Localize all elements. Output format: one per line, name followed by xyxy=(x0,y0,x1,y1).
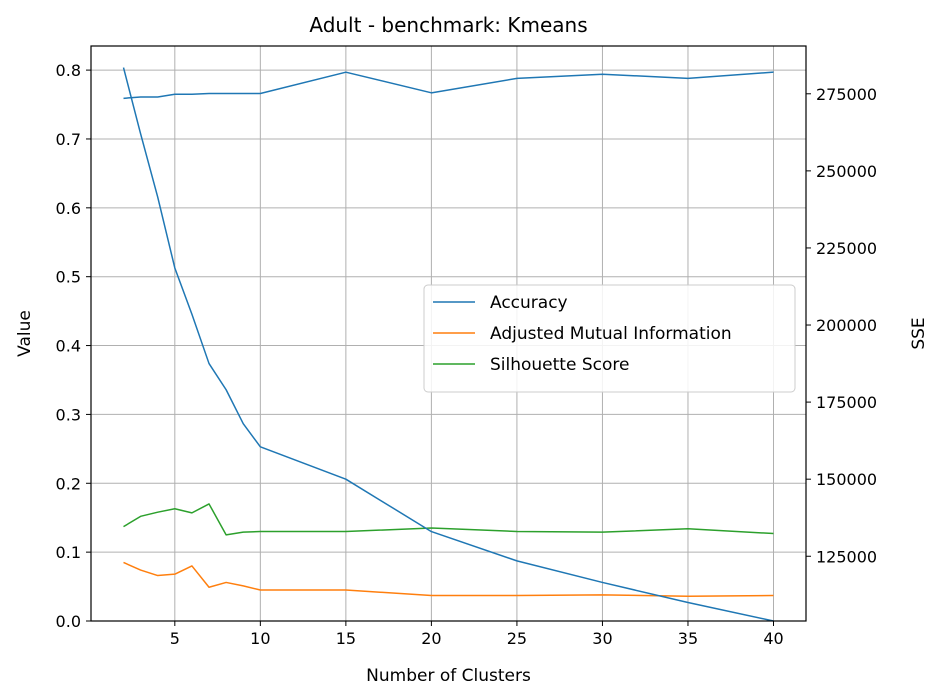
y-tick-label: 0.1 xyxy=(56,543,81,562)
y2-tick-label: 125000 xyxy=(816,547,877,566)
series-line-adjusted-mutual-information xyxy=(123,561,774,597)
y2-tick-label: 150000 xyxy=(816,470,877,489)
legend-label: Adjusted Mutual Information xyxy=(490,324,732,344)
y-tick-label: 0.8 xyxy=(56,61,81,80)
y-tick-label: 0.2 xyxy=(56,474,81,493)
legend-label: Silhouette Score xyxy=(490,355,629,375)
y-axis-title: Value xyxy=(15,310,35,357)
series-line-sse xyxy=(122,67,774,622)
y-tick-label: 0.7 xyxy=(56,130,81,149)
x-tick-label: 5 xyxy=(170,629,180,648)
x-tick-label: 35 xyxy=(678,629,698,648)
x-tick-label: 10 xyxy=(250,629,270,648)
x-tick-label: 25 xyxy=(507,629,527,648)
x-tick-label: 40 xyxy=(763,629,783,648)
x-tick-label: 15 xyxy=(336,629,356,648)
y-tick-label: 0.0 xyxy=(56,612,81,631)
y2-tick-label: 275000 xyxy=(816,85,877,104)
x-tick-label: 20 xyxy=(421,629,441,648)
ticks: 5 10 15 20 25 30 35 40 0.0 0.1 0.2 0.3 0.4 0.5 0.6 0.7 0… xyxy=(56,61,878,648)
legend-label: Accuracy xyxy=(490,293,568,313)
y-tick-label: 0.6 xyxy=(56,199,81,218)
legend-box xyxy=(423,284,796,393)
y-tick-label: 0.4 xyxy=(56,337,81,356)
chart-title: Adult - benchmark: Kmeans xyxy=(309,13,587,37)
y-tick-label: 0.3 xyxy=(56,405,81,424)
series-line-silhouette-score xyxy=(123,503,774,536)
x-axis-title: Number of Clusters xyxy=(366,666,531,686)
y-tick-label: 0.5 xyxy=(56,268,81,287)
series-layer xyxy=(122,67,774,622)
y2-axis-title: SSE xyxy=(909,317,929,349)
legend: Accuracy Adjusted Mutual Information Silho… xyxy=(423,284,796,393)
y2-tick-label: 225000 xyxy=(816,239,877,258)
y2-tick-label: 250000 xyxy=(816,162,877,181)
plot-frame xyxy=(90,45,807,622)
y2-tick-label: 175000 xyxy=(816,393,877,412)
y2-tick-label: 200000 xyxy=(816,316,877,335)
series-line-accuracy xyxy=(123,71,774,100)
x-tick-label: 30 xyxy=(592,629,612,648)
